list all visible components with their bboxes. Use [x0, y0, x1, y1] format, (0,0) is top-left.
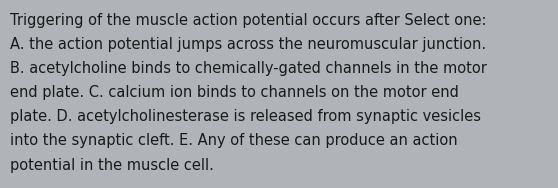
Text: potential in the muscle cell.: potential in the muscle cell.	[10, 158, 214, 173]
Text: A. the action potential jumps across the neuromuscular junction.: A. the action potential jumps across the…	[10, 37, 486, 52]
Text: B. acetylcholine binds to chemically-gated channels in the motor: B. acetylcholine binds to chemically-gat…	[10, 61, 487, 76]
Text: plate. D. acetylcholinesterase is released from synaptic vesicles: plate. D. acetylcholinesterase is releas…	[10, 109, 481, 124]
Text: into the synaptic cleft. E. Any of these can produce an action: into the synaptic cleft. E. Any of these…	[10, 133, 458, 149]
Text: Triggering of the muscle action potential occurs after Select one:: Triggering of the muscle action potentia…	[10, 13, 487, 28]
Text: end plate. C. calcium ion binds to channels on the motor end: end plate. C. calcium ion binds to chann…	[10, 85, 459, 100]
